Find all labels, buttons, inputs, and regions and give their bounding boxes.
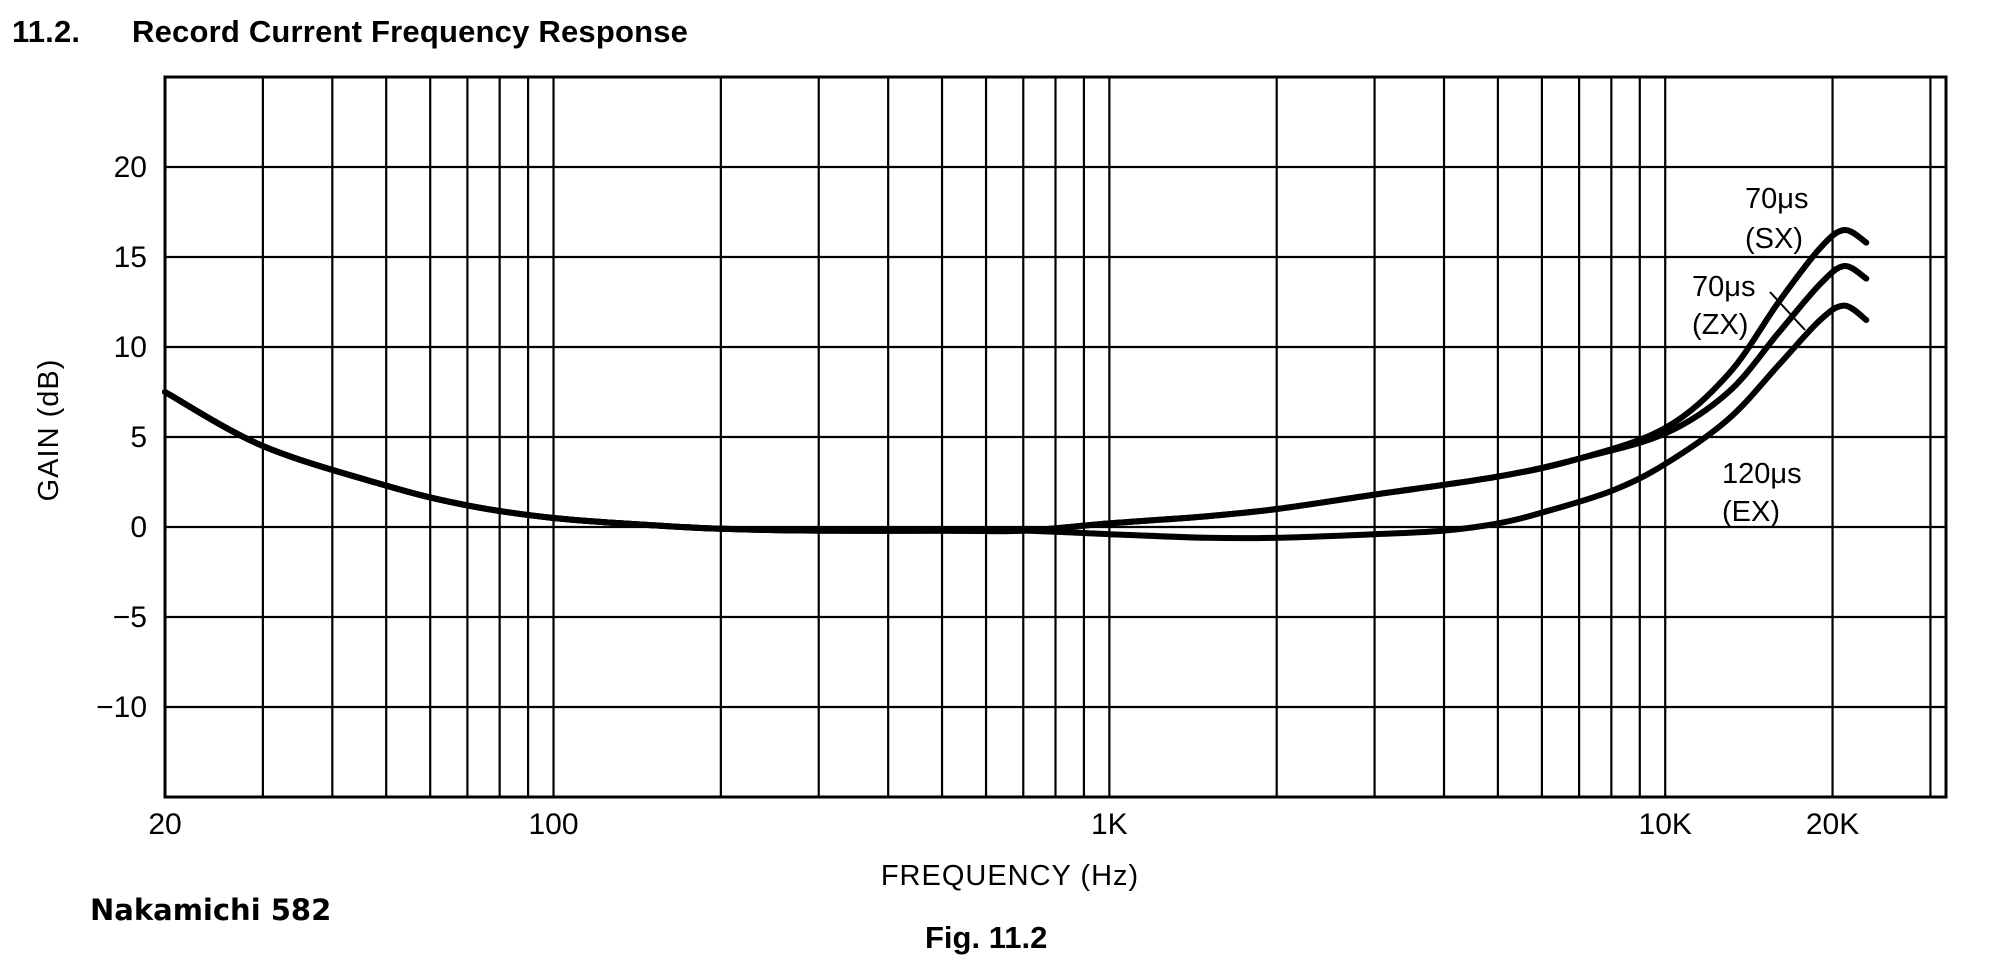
section-number: 11.2. bbox=[12, 14, 81, 49]
plot-frame bbox=[163, 75, 1948, 799]
series-label-2: (EX) bbox=[1722, 496, 1780, 528]
series-label-1: (ZX) bbox=[1692, 309, 1748, 341]
brand-label: Nakamichi 582 bbox=[90, 893, 332, 927]
x-tick-label: 1K bbox=[1091, 808, 1128, 841]
x-axis-title: FREQUENCY (Hz) bbox=[881, 860, 1139, 892]
y-tick-label: −10 bbox=[96, 691, 147, 724]
series-lines bbox=[162, 227, 1870, 542]
y-tick-labels: 20 15 10 5 0 −5 −10 bbox=[96, 151, 147, 724]
y-tick-label: 10 bbox=[114, 331, 147, 364]
y-tick-label: 20 bbox=[114, 151, 147, 184]
y-tick-label: 0 bbox=[130, 511, 147, 544]
y-tick-label: 5 bbox=[130, 421, 147, 454]
x-tick-labels: 20 100 1K 10K 20K bbox=[148, 808, 1859, 841]
y-tick-label: −5 bbox=[113, 601, 147, 634]
x-tick-label: 20 bbox=[148, 808, 181, 841]
x-tick-label: 10K bbox=[1639, 808, 1692, 841]
series-label-1: 70μs bbox=[1692, 271, 1755, 303]
y-tick-label: 15 bbox=[114, 241, 147, 274]
series-label-0: 70μs bbox=[1745, 183, 1808, 215]
section-title: Record Current Frequency Response bbox=[132, 14, 689, 49]
series-label-0: (SX) bbox=[1745, 223, 1803, 255]
x-tick-label: 20K bbox=[1806, 808, 1859, 841]
figure-caption: Fig. 11.2 bbox=[925, 920, 1048, 955]
series-labels: 70μs (SX) 70μs (ZX) 120μs (EX) bbox=[1692, 183, 1808, 528]
y-axis-title: GAIN (dB) bbox=[33, 359, 65, 502]
series-line-2 bbox=[162, 302, 1870, 542]
x-tick-label: 100 bbox=[528, 808, 578, 841]
section-heading: 11.2. Record Current Frequency Response bbox=[12, 14, 688, 50]
zx-label-leader bbox=[1769, 291, 1806, 331]
series-label-2: 120μs bbox=[1722, 458, 1802, 490]
